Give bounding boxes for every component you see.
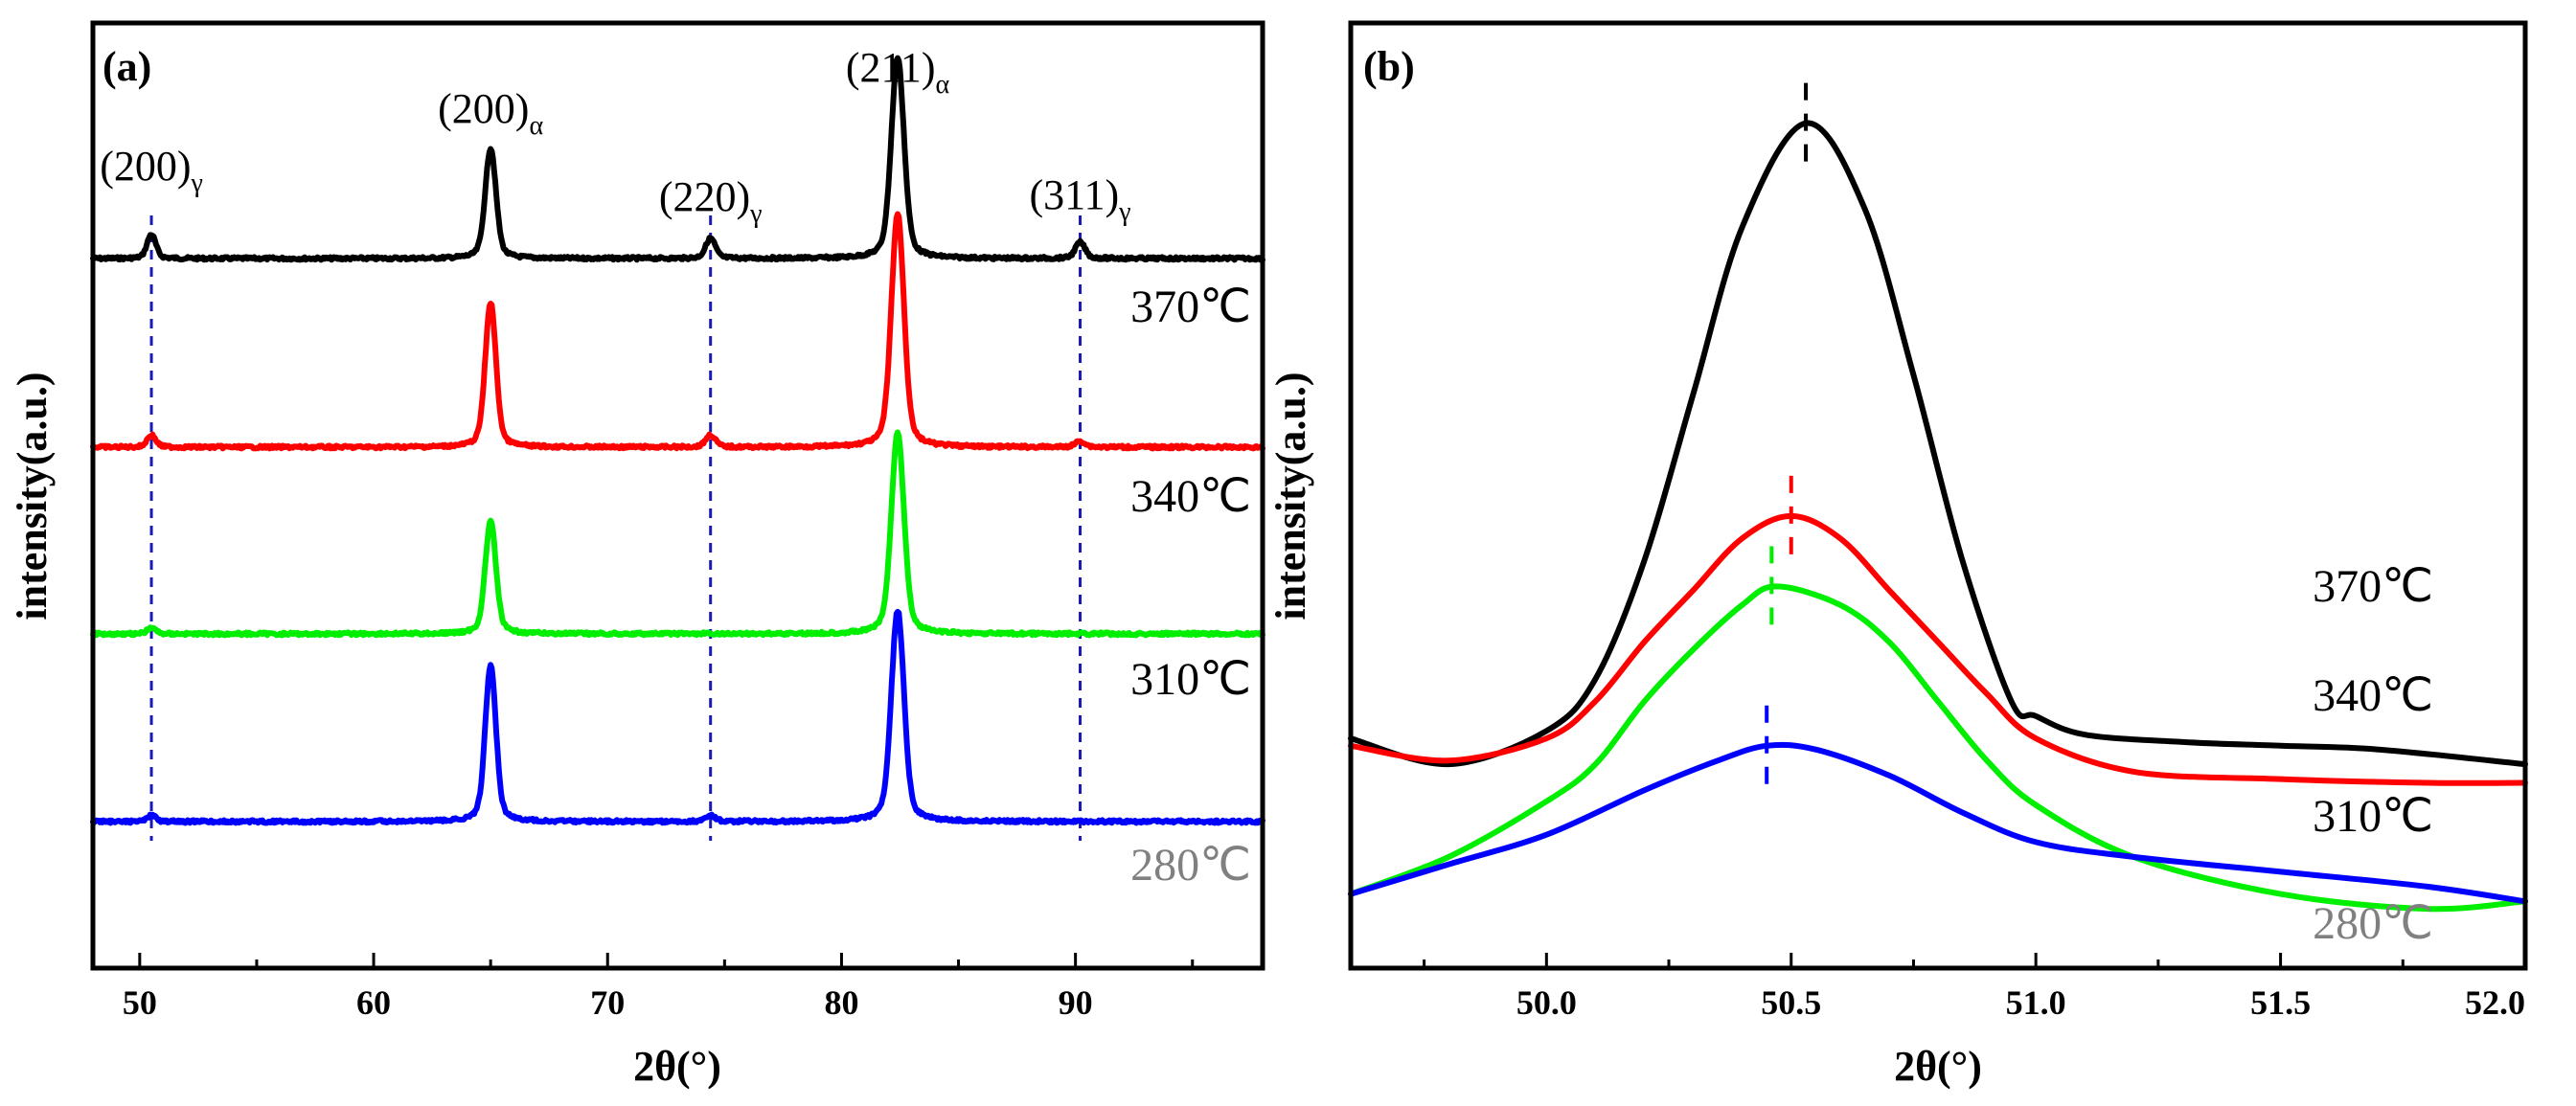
x-tick-label: 51.0 bbox=[2006, 983, 2066, 1022]
series-label: 310℃ bbox=[1130, 654, 1251, 705]
peak-label-phase: γ bbox=[191, 169, 203, 198]
x-tick-label: 80 bbox=[824, 983, 858, 1022]
peak-label: (200)γ bbox=[100, 143, 203, 198]
peak-label: (311)γ bbox=[1030, 171, 1131, 227]
peak-position-marks bbox=[1765, 82, 1809, 790]
panel-a: 50 60 70 80 90 (a) (200)γ(200)α(220)γ(211)α(… bbox=[9, 20, 1265, 1090]
series-label: 340℃ bbox=[1130, 471, 1251, 522]
x-axis-ticks: 50 60 70 80 90 bbox=[123, 953, 1195, 1022]
panel-b: 50.0 50.5 51.0 51.5 52.0 (b) 370℃ 340℃ 310℃ 280… bbox=[1267, 20, 2528, 1090]
x-tick-label: 50 bbox=[123, 983, 157, 1022]
series-line bbox=[1348, 512, 2528, 786]
x-axis-label-b: 2θ(°) bbox=[1894, 1043, 1982, 1090]
series-line bbox=[90, 55, 1265, 263]
series-label: 280℃ bbox=[2313, 898, 2433, 949]
x-axis-ticks: 50.0 50.5 51.0 51.5 52.0 bbox=[1423, 953, 2527, 1022]
peak-label-hkl: (211) bbox=[846, 44, 936, 91]
plot-frame-a bbox=[90, 20, 1265, 971]
y-axis-label-a: intensity(a.u.) bbox=[9, 372, 56, 620]
series-line bbox=[1348, 583, 2528, 913]
peak-labels: (200)γ(200)α(220)γ(211)α(311)γ bbox=[100, 44, 1130, 229]
peak-label-hkl: (200) bbox=[100, 143, 191, 190]
peak-label: (220)γ bbox=[659, 173, 763, 229]
series-line bbox=[1348, 741, 2528, 905]
series-lines bbox=[1348, 120, 2528, 913]
x-tick-label: 90 bbox=[1059, 983, 1093, 1022]
panel-label-b: (b) bbox=[1363, 43, 1415, 90]
x-tick-label: 50.5 bbox=[1761, 983, 1821, 1022]
x-tick-label: 60 bbox=[356, 983, 391, 1022]
peak-label-hkl: (311) bbox=[1030, 171, 1120, 218]
x-tick-label: 52.0 bbox=[2465, 983, 2525, 1022]
peak-label: (211)α bbox=[846, 44, 950, 100]
panel-label-a: (a) bbox=[103, 43, 151, 90]
x-tick-label: 50.0 bbox=[1516, 983, 1577, 1022]
peak-label-phase: α bbox=[529, 111, 543, 141]
x-tick-label: 51.5 bbox=[2250, 983, 2311, 1022]
peak-label-phase: γ bbox=[1118, 197, 1130, 227]
series-labels: 370℃ 340℃ 310℃ 280℃ bbox=[2313, 561, 2433, 949]
series-line bbox=[90, 608, 1265, 826]
x-tick-label: 70 bbox=[590, 983, 625, 1022]
series-lines bbox=[90, 55, 1265, 826]
series-line bbox=[90, 211, 1265, 452]
series-labels: 370℃ 340℃ 310℃ 280℃ bbox=[1130, 282, 1251, 891]
peak-label-hkl: (200) bbox=[438, 85, 529, 132]
y-axis-label-b: intensity(a.u.) bbox=[1267, 372, 1314, 620]
series-line bbox=[90, 429, 1265, 639]
peak-label-phase: γ bbox=[749, 199, 762, 229]
series-label: 370℃ bbox=[1130, 282, 1251, 332]
series-label: 280℃ bbox=[1130, 840, 1251, 891]
series-label: 340℃ bbox=[2313, 670, 2433, 721]
x-axis-label-a: 2θ(°) bbox=[633, 1043, 721, 1090]
reference-lines bbox=[149, 215, 1083, 841]
series-line bbox=[1348, 120, 2528, 768]
series-label: 370℃ bbox=[2313, 561, 2433, 612]
peak-label-phase: α bbox=[936, 70, 950, 100]
series-label: 310℃ bbox=[2313, 791, 2433, 842]
plot-frame-b bbox=[1348, 20, 2528, 971]
peak-label: (200)α bbox=[438, 85, 543, 141]
peak-label-hkl: (220) bbox=[659, 173, 750, 220]
